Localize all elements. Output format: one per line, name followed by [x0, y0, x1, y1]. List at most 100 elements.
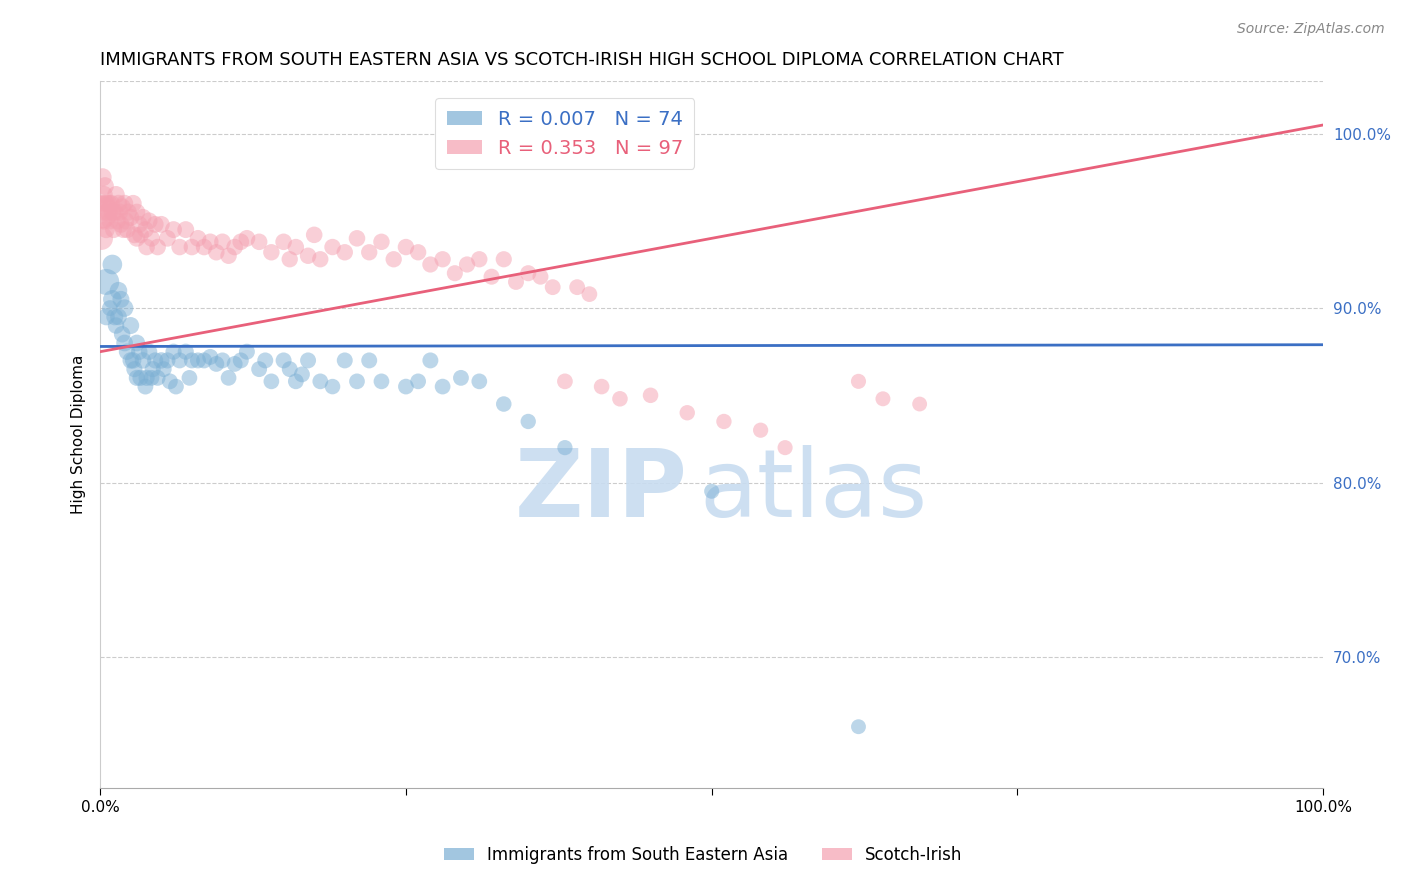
Point — [93, 214, 115, 228]
Point — [180, 353, 202, 368]
Point — [284, 240, 307, 254]
Point — [322, 240, 344, 254]
Point — [218, 371, 240, 385]
Point — [135, 371, 157, 385]
Point — [291, 368, 314, 382]
Point — [165, 379, 187, 393]
Point — [143, 353, 166, 368]
Point — [309, 252, 332, 267]
Point — [101, 205, 124, 219]
Point — [117, 205, 139, 219]
Point — [346, 375, 368, 389]
Point — [129, 371, 152, 385]
Point — [346, 231, 368, 245]
Point — [406, 245, 429, 260]
Point — [152, 362, 174, 376]
Point — [200, 235, 222, 249]
Point — [848, 720, 870, 734]
Point — [278, 252, 301, 267]
Point — [302, 227, 325, 242]
Point — [120, 318, 142, 333]
Point — [105, 187, 128, 202]
Point — [111, 200, 134, 214]
Point — [103, 222, 125, 236]
Point — [591, 379, 613, 393]
Point — [96, 196, 118, 211]
Point — [120, 211, 142, 225]
Point — [211, 353, 233, 368]
Point — [224, 240, 246, 254]
Point — [156, 353, 179, 368]
Point — [105, 318, 128, 333]
Point — [142, 362, 165, 376]
Point — [505, 275, 527, 289]
Point — [187, 353, 209, 368]
Point — [229, 235, 252, 249]
Point — [236, 344, 259, 359]
Point — [93, 187, 115, 202]
Point — [278, 362, 301, 376]
Point — [101, 258, 124, 272]
Point — [406, 375, 429, 389]
Point — [492, 397, 515, 411]
Point — [236, 231, 259, 245]
Point — [90, 231, 112, 245]
Point — [749, 423, 772, 437]
Legend: R = 0.007   N = 74, R = 0.353   N = 97: R = 0.007 N = 74, R = 0.353 N = 97 — [436, 98, 695, 169]
Point — [134, 222, 156, 236]
Point — [174, 222, 197, 236]
Point — [193, 240, 215, 254]
Point — [114, 196, 136, 211]
Point — [444, 266, 467, 280]
Point — [187, 231, 209, 245]
Point — [529, 269, 551, 284]
Point — [138, 344, 160, 359]
Point — [468, 252, 491, 267]
Point — [370, 235, 392, 249]
Point — [229, 353, 252, 368]
Text: ZIP: ZIP — [515, 445, 688, 537]
Point — [481, 269, 503, 284]
Point — [322, 379, 344, 393]
Point — [359, 353, 381, 368]
Point — [254, 353, 277, 368]
Point — [205, 357, 228, 371]
Point — [96, 205, 118, 219]
Point — [110, 218, 132, 232]
Point — [105, 214, 128, 228]
Point — [169, 353, 191, 368]
Point — [297, 353, 319, 368]
Point — [90, 205, 112, 219]
Point — [162, 344, 184, 359]
Point — [517, 266, 540, 280]
Point — [517, 414, 540, 428]
Point — [541, 280, 564, 294]
Point — [98, 214, 121, 228]
Point — [94, 205, 117, 219]
Point — [91, 170, 114, 185]
Point — [297, 249, 319, 263]
Legend: Immigrants from South Eastern Asia, Scotch-Irish: Immigrants from South Eastern Asia, Scot… — [437, 839, 969, 871]
Point — [359, 245, 381, 260]
Point — [107, 284, 129, 298]
Point — [713, 414, 735, 428]
Point — [554, 375, 576, 389]
Point — [132, 353, 155, 368]
Point — [129, 227, 152, 242]
Point — [108, 205, 131, 219]
Point — [141, 231, 163, 245]
Point — [125, 205, 148, 219]
Point — [492, 252, 515, 267]
Text: Source: ZipAtlas.com: Source: ZipAtlas.com — [1237, 22, 1385, 37]
Point — [468, 375, 491, 389]
Point — [132, 211, 155, 225]
Point — [565, 280, 588, 294]
Point — [578, 287, 600, 301]
Point — [218, 249, 240, 263]
Point — [640, 388, 662, 402]
Point — [150, 353, 173, 368]
Point — [159, 375, 181, 389]
Point — [260, 375, 283, 389]
Point — [101, 293, 124, 307]
Point — [120, 353, 142, 368]
